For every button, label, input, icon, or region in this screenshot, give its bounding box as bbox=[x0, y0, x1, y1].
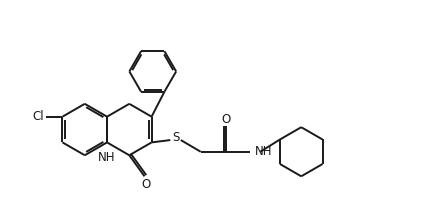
Text: Cl: Cl bbox=[32, 110, 44, 123]
Text: NH: NH bbox=[98, 151, 116, 164]
Text: NH: NH bbox=[254, 145, 272, 158]
Text: O: O bbox=[141, 178, 150, 191]
Text: O: O bbox=[222, 112, 231, 125]
Text: S: S bbox=[172, 131, 180, 144]
